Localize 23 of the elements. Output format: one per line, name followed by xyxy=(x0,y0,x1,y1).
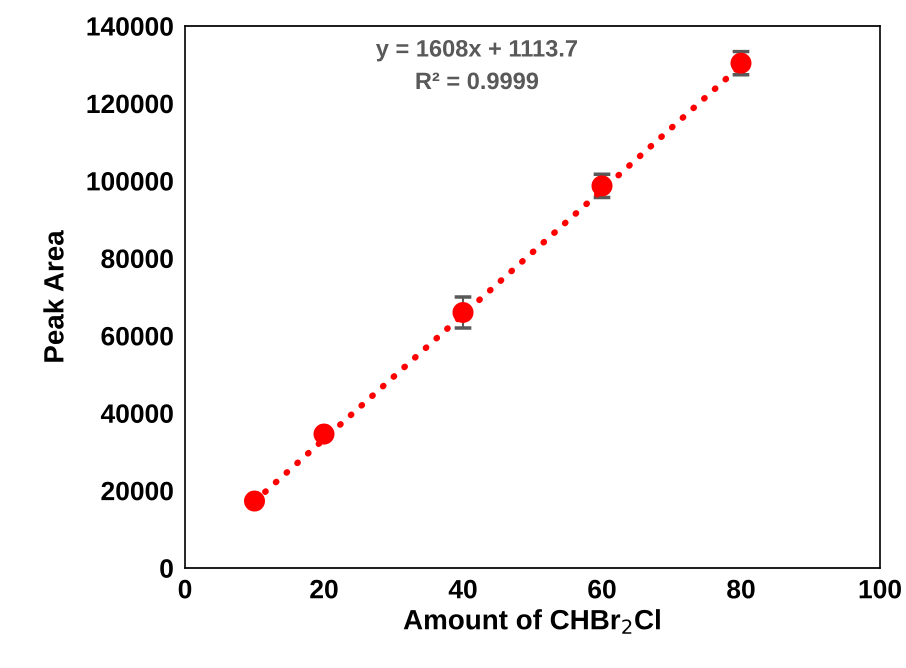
y-tick-label: 120000 xyxy=(88,94,173,114)
y-tick-label: 80000 xyxy=(101,249,173,268)
point xyxy=(730,52,752,74)
y-axis-title: Peak Area xyxy=(43,230,64,362)
point xyxy=(452,302,474,323)
y-tick-label: 40000 xyxy=(100,404,173,423)
x-tick-label: 60 xyxy=(588,580,616,598)
x-tick-label: 80 xyxy=(727,580,755,598)
x-tick-label: 20 xyxy=(310,580,338,598)
y-tick-label: 60000 xyxy=(101,326,173,346)
y-tick-label: 20000 xyxy=(101,482,173,500)
point xyxy=(591,175,613,196)
y-tick-label: 140000 xyxy=(88,17,173,36)
x-tick-label: 0 xyxy=(178,580,192,598)
x-tick-label: 40 xyxy=(448,580,477,598)
x-tick-label: 100 xyxy=(860,580,901,598)
point xyxy=(313,424,335,445)
y-tick-label: 0 xyxy=(160,559,173,578)
annotation: R² = 0.9999 xyxy=(416,72,538,90)
annotation: y = 1608x + 1113.7 xyxy=(376,40,577,62)
x-axis-title: Amount of CHBr$_{2}$Cl xyxy=(404,609,660,634)
y-tick-label: 100000 xyxy=(88,172,173,191)
point xyxy=(244,490,266,512)
